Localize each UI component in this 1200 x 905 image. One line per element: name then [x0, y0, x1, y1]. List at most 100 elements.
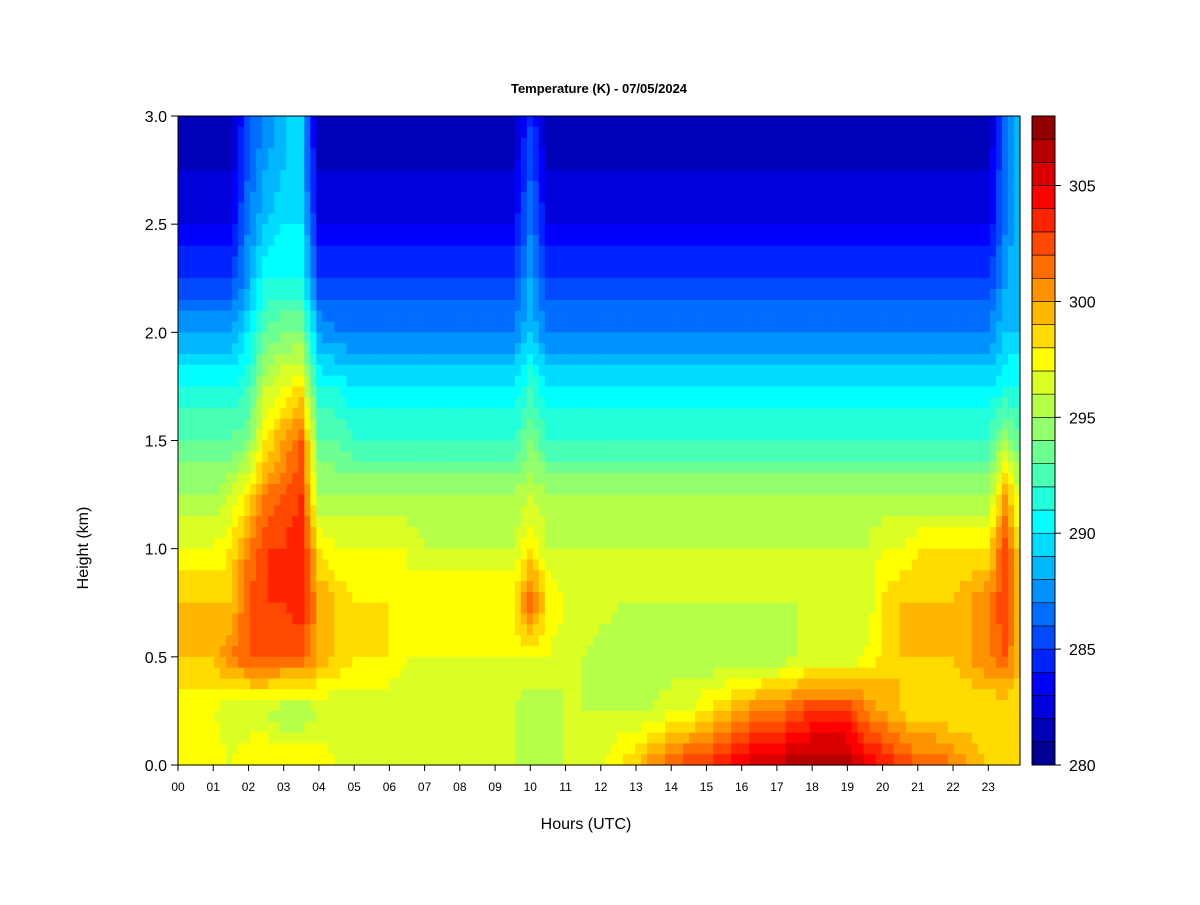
heatmap-cell	[635, 472, 642, 485]
heatmap-cell	[460, 462, 468, 474]
heatmap-cell	[532, 451, 540, 463]
heatmap-cell	[749, 494, 756, 506]
heatmap-cell	[208, 170, 215, 182]
heatmap-cell	[358, 245, 366, 258]
heatmap-cell	[496, 224, 504, 236]
heatmap-cell	[586, 159, 594, 171]
heatmap-cell	[304, 137, 311, 150]
heatmap-cell	[647, 299, 654, 312]
heatmap-cell	[562, 234, 570, 247]
heatmap-cell	[911, 278, 919, 290]
heatmap-cell	[923, 159, 931, 171]
heatmap-cell	[406, 278, 414, 290]
heatmap-cell	[677, 397, 684, 409]
heatmap-cell	[586, 418, 594, 431]
heatmap-cell	[809, 343, 817, 355]
heatmap-cell	[268, 408, 275, 420]
heatmap-cell	[617, 256, 624, 269]
heatmap-cell	[671, 332, 678, 344]
heatmap-cell	[244, 213, 251, 225]
heatmap-cell	[617, 321, 624, 333]
heatmap-cell	[749, 429, 756, 442]
heatmap-cell	[220, 353, 227, 366]
heatmap-cell	[280, 418, 287, 431]
heatmap-cell	[701, 299, 708, 312]
heatmap-cell	[869, 483, 877, 496]
heatmap-cell	[989, 137, 997, 150]
heatmap-cell	[971, 429, 979, 442]
heatmap-cell	[953, 202, 961, 214]
heatmap-cell	[472, 256, 480, 269]
heatmap-cell	[947, 408, 955, 420]
heatmap-cell	[406, 126, 414, 139]
heatmap-cell	[322, 234, 329, 247]
heatmap-cell	[496, 116, 504, 128]
heatmap-cell	[953, 137, 961, 150]
heatmap-cell	[665, 418, 672, 431]
heatmap-cell	[526, 310, 534, 323]
heatmap-cell	[905, 137, 913, 150]
heatmap-cell	[857, 202, 865, 214]
heatmap-cell	[773, 408, 781, 420]
heatmap-cell	[833, 353, 841, 366]
heatmap-cell	[220, 375, 227, 388]
heatmap-cell	[647, 321, 654, 333]
heatmap-cell	[857, 137, 865, 150]
heatmap-cell	[923, 256, 931, 269]
heatmap-cell	[502, 180, 510, 193]
heatmap-cell	[484, 332, 492, 344]
heatmap-cell	[472, 170, 480, 182]
heatmap-cell	[586, 202, 594, 214]
heatmap-cell	[280, 364, 287, 377]
heatmap-cell	[683, 224, 690, 236]
heatmap-cell	[256, 116, 263, 128]
heatmap-cell	[244, 245, 251, 258]
heatmap-cell	[809, 289, 817, 301]
heatmap-cell	[460, 386, 468, 398]
heatmap-cell	[520, 159, 528, 171]
heatmap-cell	[484, 213, 492, 225]
heatmap-cell	[334, 245, 341, 258]
heatmap-cell	[839, 353, 847, 366]
heatmap-cell	[743, 332, 750, 344]
heatmap-cell	[767, 159, 775, 171]
heatmap-cell	[605, 364, 612, 377]
heatmap-cell	[599, 494, 606, 506]
heatmap-cell	[611, 375, 618, 388]
heatmap-cell	[887, 202, 895, 214]
heatmap-cell	[460, 494, 468, 506]
heatmap-cell	[623, 126, 630, 139]
heatmap-cell	[707, 245, 714, 258]
heatmap-cell	[484, 299, 492, 312]
heatmap-cell	[340, 483, 347, 496]
heatmap-cell	[941, 386, 949, 398]
heatmap-cell	[929, 180, 937, 193]
heatmap-cell	[737, 451, 744, 463]
heatmap-cell	[268, 213, 275, 225]
heatmap-cell	[737, 353, 744, 366]
heatmap-cell	[941, 213, 949, 225]
heatmap-cell	[713, 170, 720, 182]
heatmap-cell	[797, 321, 805, 333]
heatmap-cell	[749, 332, 756, 344]
heatmap-cell	[574, 224, 582, 236]
heatmap-cell	[286, 386, 293, 398]
heatmap-cell	[815, 332, 823, 344]
heatmap-cell	[286, 321, 293, 333]
heatmap-cell	[887, 137, 895, 150]
heatmap-cell	[478, 462, 486, 474]
heatmap-cell	[532, 299, 540, 312]
heatmap-cell	[971, 332, 979, 344]
heatmap-cell	[689, 256, 696, 269]
heatmap-cell	[574, 353, 582, 366]
heatmap-cell	[436, 321, 444, 333]
heatmap-cell	[701, 418, 708, 431]
heatmap-cell	[430, 159, 438, 171]
heatmap-cell	[196, 191, 203, 204]
heatmap-cell	[274, 224, 281, 236]
heatmap-cell	[592, 397, 600, 409]
heatmap-cell	[472, 191, 480, 204]
heatmap-cell	[436, 234, 444, 247]
heatmap-cell	[520, 321, 528, 333]
heatmap-cell	[1001, 310, 1009, 323]
